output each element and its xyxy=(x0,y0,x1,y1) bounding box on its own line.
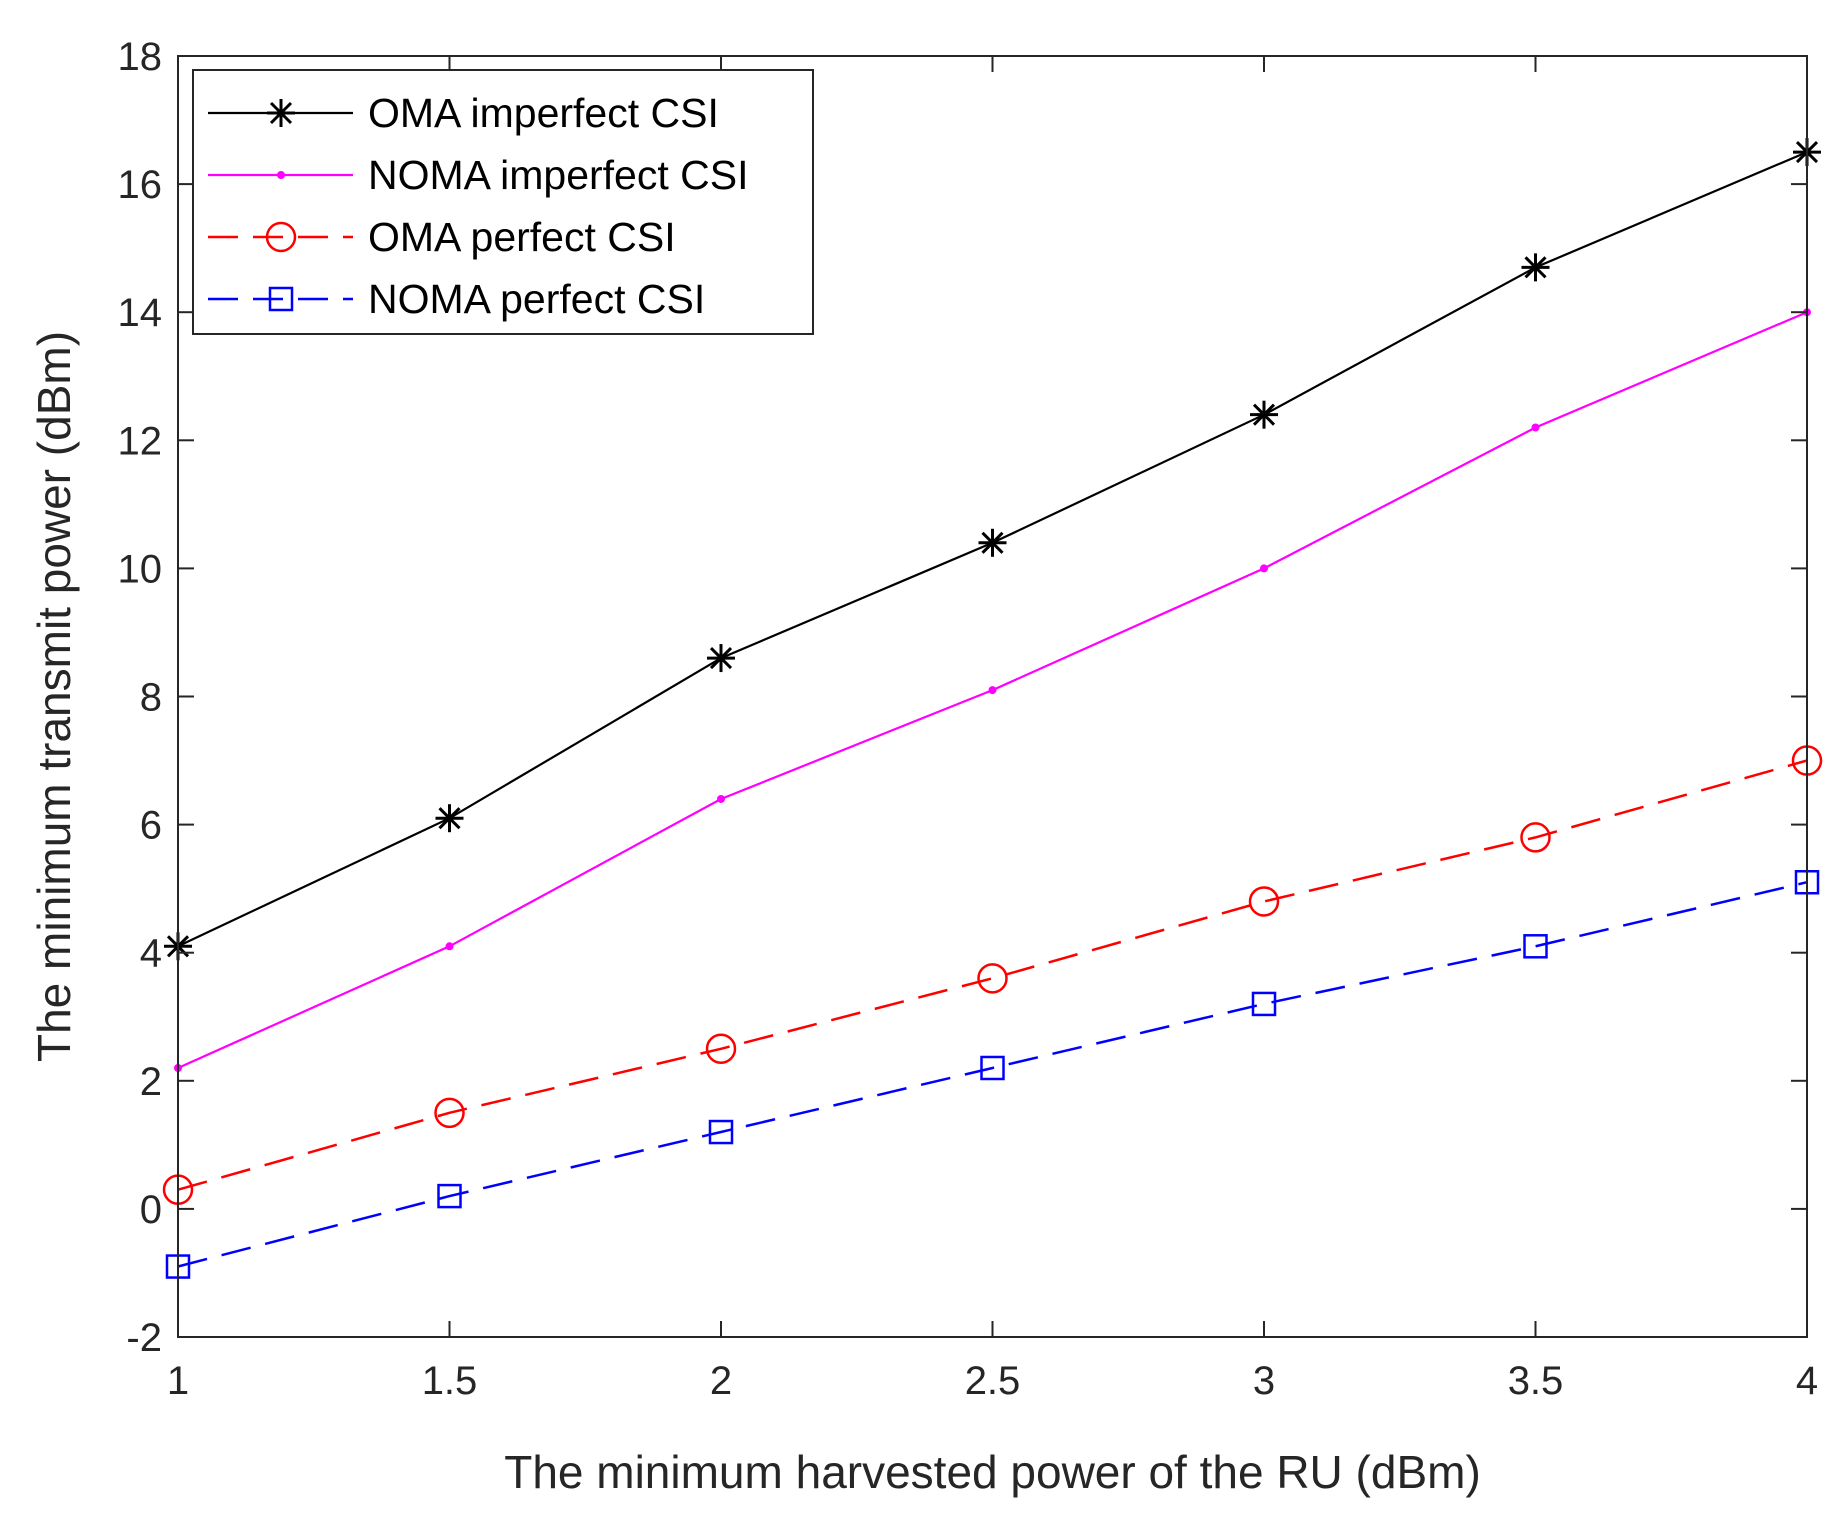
legend-label: OMA imperfect CSI xyxy=(368,90,719,136)
data-point xyxy=(1531,423,1540,432)
y-axis-title: The minimum transmit power (dBm) xyxy=(28,331,80,1062)
data-point xyxy=(1248,886,1280,917)
axis-ticks xyxy=(177,55,1808,1338)
data-point xyxy=(707,644,735,673)
data-point xyxy=(1251,991,1277,1017)
data-point xyxy=(445,942,454,951)
x-tick-label: 2 xyxy=(710,1359,732,1403)
legend-label: NOMA imperfect CSI xyxy=(368,152,748,198)
legend-marker xyxy=(277,171,285,179)
data-point xyxy=(435,804,464,833)
data-point xyxy=(434,1097,465,1129)
series-layer xyxy=(162,138,1823,1279)
data-point xyxy=(980,1055,1005,1081)
data-point xyxy=(1260,564,1268,573)
legend-marker xyxy=(267,99,295,127)
legend-marker xyxy=(268,286,294,312)
legend: OMA imperfect CSI NOMA imperfect CSI OMA p… xyxy=(192,69,814,335)
legend-label: NOMA perfect CSI xyxy=(368,276,705,322)
series-line xyxy=(177,759,1808,1191)
x-tick-label: 2.5 xyxy=(965,1359,1021,1403)
x-tick-label: 1.5 xyxy=(422,1359,478,1403)
legend-marker xyxy=(265,221,297,253)
y-tick-label: 6 xyxy=(140,804,162,848)
x-tick-label: 4 xyxy=(1796,1359,1818,1403)
series-1 xyxy=(174,308,1811,1072)
y-tick-label: 2 xyxy=(140,1060,162,1104)
legend-item: NOMA imperfect CSI xyxy=(208,152,748,198)
data-point xyxy=(1520,822,1551,853)
x-axis-title: The minimum harvested power of the RU (d… xyxy=(504,1446,1481,1498)
data-point xyxy=(1521,253,1550,282)
data-point xyxy=(1250,400,1278,429)
y-tick-label: 18 xyxy=(118,35,163,79)
y-tick-label: 10 xyxy=(118,547,163,591)
data-point xyxy=(988,686,997,695)
data-point xyxy=(708,1119,734,1145)
y-tick-label: 16 xyxy=(118,163,163,207)
series-2 xyxy=(162,745,1823,1205)
y-tick-label: 0 xyxy=(140,1188,162,1232)
x-tick-label: 1 xyxy=(167,1359,189,1403)
y-tick-label: 14 xyxy=(118,291,163,335)
x-tick-label: 3.5 xyxy=(1508,1359,1564,1403)
y-tick-label: -2 xyxy=(126,1316,162,1360)
x-tick-label: 3 xyxy=(1253,1359,1275,1403)
data-point xyxy=(1523,934,1548,959)
data-point xyxy=(717,794,725,803)
data-point xyxy=(978,528,1007,557)
y-tick-labels: -2 0 2 4 6 8 10 12 14 16 18 xyxy=(118,35,163,1360)
legend-item: OMA perfect CSI xyxy=(208,214,676,260)
legend-item: OMA imperfect CSI xyxy=(208,90,719,136)
legend-label: OMA perfect CSI xyxy=(368,214,676,260)
y-tick-label: 12 xyxy=(118,419,163,463)
data-point xyxy=(437,1183,462,1209)
data-point xyxy=(705,1033,737,1065)
x-tick-labels: 1 1.5 2 2.5 3 3.5 4 xyxy=(167,1359,1818,1403)
series-line xyxy=(177,880,1808,1268)
y-tick-label: 8 xyxy=(140,676,162,720)
data-point xyxy=(977,963,1008,994)
y-tick-label: 4 xyxy=(140,932,162,976)
legend-item: NOMA perfect CSI xyxy=(208,276,705,322)
